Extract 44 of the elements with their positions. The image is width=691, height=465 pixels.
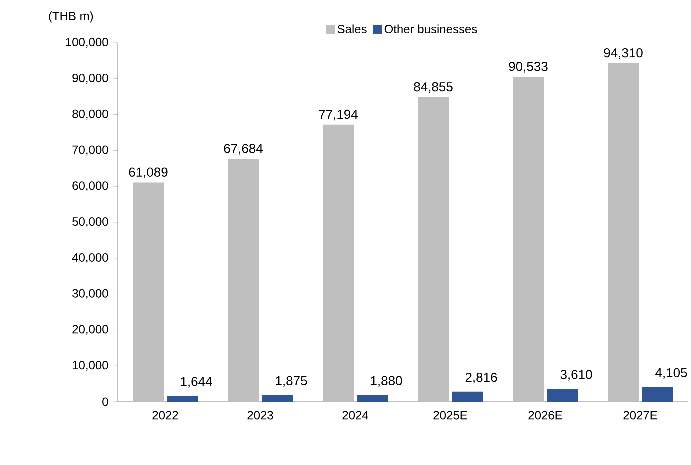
legend-label: Other businesses — [384, 24, 478, 34]
bar — [513, 76, 544, 402]
y-tick-label: 90,000 — [72, 74, 108, 84]
bar — [228, 159, 259, 402]
bar — [418, 97, 449, 402]
bar — [262, 395, 293, 402]
bar — [133, 182, 164, 402]
data-label: 4,105 — [656, 368, 688, 380]
data-label: 1,644 — [181, 377, 212, 388]
bar — [642, 387, 674, 402]
x-tick-label: 2026E — [528, 411, 562, 420]
data-label: 1,875 — [276, 376, 308, 388]
data-label: 84,855 — [414, 82, 453, 94]
y-tick-label: 70,000 — [72, 146, 108, 156]
data-label: 77,194 — [319, 110, 358, 121]
data-label: 1,880 — [371, 376, 402, 388]
y-axis-title: (THB m) — [49, 12, 94, 23]
y-tick-label: 10,000 — [73, 361, 108, 372]
x-tick-label: 2022 — [152, 411, 178, 420]
y-tick-label: 60,000 — [72, 182, 108, 192]
bar — [357, 395, 388, 402]
x-tick-label: 2023 — [248, 411, 274, 420]
data-label: 3,610 — [560, 370, 592, 381]
y-tick-label: 80,000 — [72, 110, 108, 120]
data-label: 90,533 — [509, 62, 548, 73]
data-label: 94,310 — [604, 48, 643, 60]
y-tick-label: 40,000 — [72, 253, 108, 264]
bar — [167, 396, 198, 402]
x-tick-label: 2024 — [342, 411, 368, 420]
y-tick-label: 50,000 — [72, 218, 108, 228]
data-label: 61,089 — [129, 168, 168, 178]
x-tick-label: 2027E — [624, 411, 658, 420]
bar — [452, 392, 484, 402]
y-tick-label: 20,000 — [72, 325, 108, 336]
bar — [608, 63, 640, 402]
x-tick-label: 2025E — [434, 411, 468, 420]
bar — [323, 124, 354, 402]
bar — [547, 389, 578, 402]
y-tick-label: 0 — [102, 398, 108, 406]
legend-label: Sales — [338, 24, 367, 34]
data-label: 2,816 — [466, 372, 498, 384]
y-tick-label: 30,000 — [72, 289, 108, 300]
y-tick-label: 100,000 — [66, 38, 108, 48]
data-label: 67,684 — [224, 144, 263, 155]
